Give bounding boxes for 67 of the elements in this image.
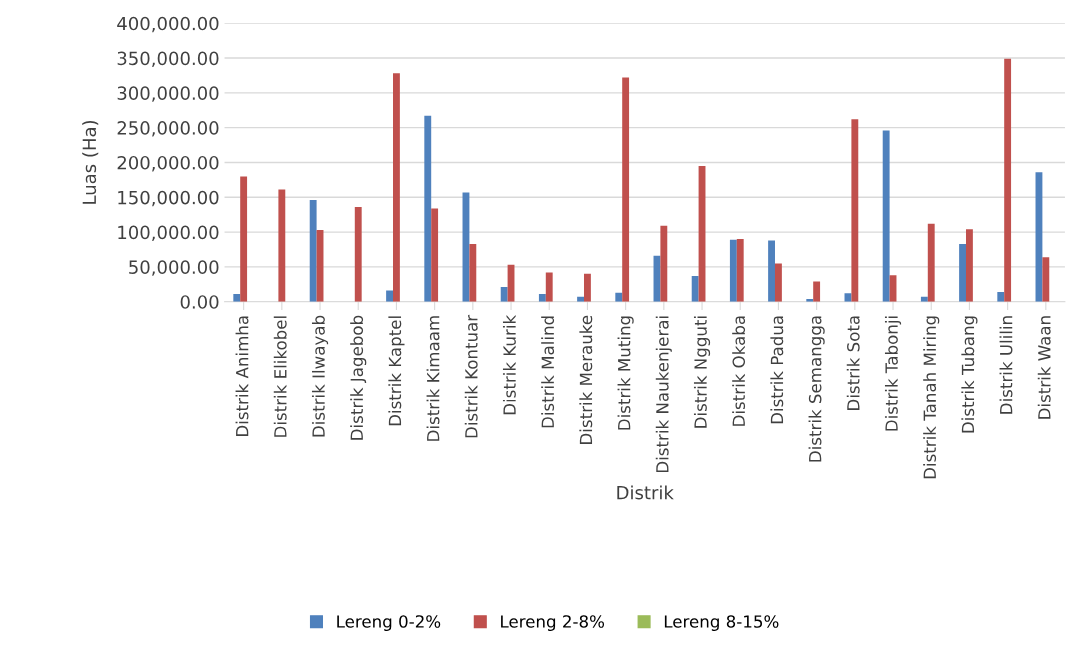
- y-tick-label: 300,000.00: [117, 86, 219, 102]
- bar: [538, 294, 546, 302]
- bar: [309, 200, 317, 302]
- x-tick-label: Distrik Animha: [235, 316, 249, 436]
- y-tick-label: 200,000.00: [117, 155, 219, 172]
- bar: [660, 225, 668, 302]
- x-tick-label: Distrik Jagebob: [350, 315, 367, 440]
- y-tick-label: 150,000.00: [118, 190, 219, 207]
- x-tick-label: Distrik Merauke: [579, 315, 593, 444]
- bar: [233, 294, 241, 302]
- bar: [615, 292, 623, 302]
- bar: [736, 239, 744, 302]
- bar: [882, 130, 890, 302]
- y-tick-label: 400,000.00: [117, 16, 219, 33]
- x-tick-label: Distrik Padua: [770, 316, 784, 424]
- x-tick-label: Distrik Tubang: [961, 316, 978, 433]
- x-tick-label: Distrik Malind: [541, 316, 555, 428]
- y-tick-label: 350,000.00: [117, 51, 219, 68]
- y-tick-label: 250,000.00: [117, 121, 219, 137]
- x-tick-label: Distrik Kaptel: [388, 316, 405, 426]
- x-tick-label: Distrik Semangga: [808, 316, 825, 462]
- x-tick-label: Distrik Tabonji: [884, 316, 902, 431]
- x-tick-label: Distrik Elikobel: [273, 316, 287, 437]
- x-tick-label: Distrik Kontuar: [464, 314, 478, 438]
- x-tick-label: Distrik Naukenjerai: [655, 316, 672, 473]
- x-tick-label: Distrik Kimaam: [426, 316, 440, 441]
- x-tick-label: Distrik Muting: [617, 316, 634, 430]
- x-axis-title: Distrik: [617, 485, 674, 500]
- bar: [965, 229, 973, 302]
- legend-label: Lereng 2-8%: [501, 615, 605, 631]
- x-tick-label: Distrik Tanah Miring: [923, 316, 940, 479]
- bar: [775, 263, 782, 302]
- bar: [500, 287, 508, 302]
- bar: [1004, 58, 1012, 302]
- bar: [691, 275, 699, 302]
- bar: [240, 176, 248, 302]
- bar: [278, 189, 286, 302]
- bar: [584, 273, 591, 302]
- bar: [959, 243, 966, 302]
- x-tick-label: Distrik Waan: [1037, 316, 1051, 419]
- legend-label: Lereng 8-15%: [664, 615, 779, 631]
- bar: [813, 281, 821, 302]
- x-tick-label: Distrik Ilwayab: [311, 315, 329, 437]
- bar: [851, 119, 859, 302]
- bar: [768, 240, 775, 302]
- bar: [424, 115, 432, 302]
- bar: [997, 291, 1005, 302]
- bar: [1042, 257, 1050, 302]
- x-tick-label: Distrik Ulilin: [999, 316, 1013, 414]
- x-tick-label: Distrik Ngguti: [693, 316, 711, 428]
- y-tick-label: 0.00: [180, 295, 219, 309]
- legend-label: Lereng 0-2%: [337, 615, 441, 631]
- bar: [729, 239, 737, 302]
- y-tick-label: 100,000.00: [118, 225, 219, 242]
- bar: [622, 77, 630, 302]
- y-axis-title: Luas (Ha): [82, 120, 99, 204]
- x-tick-label: Distrik Okaba: [732, 316, 746, 426]
- bar: [393, 73, 400, 302]
- x-tick-label: Distrik Sota: [846, 316, 860, 410]
- bar: [927, 223, 935, 302]
- bar: [354, 207, 362, 302]
- bar: [431, 208, 439, 302]
- bar: [386, 290, 393, 302]
- bar: [545, 272, 553, 302]
- bar: [469, 243, 477, 302]
- x-tick-label: Distrik Kurik: [502, 314, 516, 415]
- y-tick-label: 50,000.00: [129, 260, 219, 276]
